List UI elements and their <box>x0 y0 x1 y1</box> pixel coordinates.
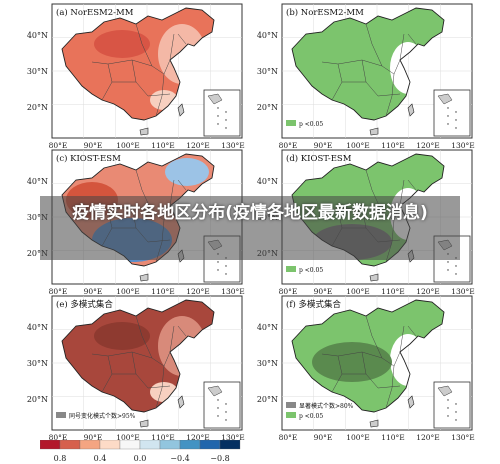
legend-entry: p <0.05 <box>299 413 323 420</box>
panel-label: (d) KIOST-ESM <box>286 153 352 164</box>
lon-tick-label: 80°E <box>279 141 298 150</box>
lon-tick-label: 130°E <box>451 287 475 296</box>
lat-tick-label: 40°N <box>257 323 278 332</box>
legend-entry: 同号变化模式个数>95% <box>69 412 136 420</box>
lon-tick-label: 80°E <box>49 141 68 150</box>
panel-label: (b) NorESM2-MM <box>286 7 364 18</box>
colorbar-segment <box>179 440 201 450</box>
lat-tick-label: 30°N <box>27 67 48 76</box>
panel-label: (a) NorESM2-MM <box>56 7 134 18</box>
lon-tick-label: 90°E <box>84 433 103 442</box>
lon-tick-label: 130°E <box>451 141 475 150</box>
lon-tick-label: 120°E <box>416 141 440 150</box>
lon-tick-label: 90°E <box>314 141 333 150</box>
lat-tick-label: 20°N <box>257 395 278 404</box>
legend-entry: p <0.05 <box>299 267 323 274</box>
legend-entry: p <0.05 <box>299 121 323 128</box>
lon-tick-label: 100°E <box>346 141 370 150</box>
colorbar-tick-label: −0.4 <box>170 454 189 463</box>
map-panel: (b) NorESM2-MM p <0.05 40°N 30°N 20°N 80°E 90°… <box>257 3 475 150</box>
panel-label: (f) 多模式集合 <box>286 299 341 310</box>
colorbar-tick-label: −0.8 <box>210 454 229 463</box>
lon-tick-label: 80°E <box>279 433 298 442</box>
lat-tick-label: 30°N <box>27 213 48 222</box>
lat-tick-label: 20°N <box>27 395 48 404</box>
lon-tick-label: 90°E <box>84 287 103 296</box>
lon-tick-label: 90°E <box>84 141 103 150</box>
lon-tick-label: 130°E <box>221 287 245 296</box>
overlay-title: 疫情实时各地区分布(疫情各地区最新数据消息) <box>72 203 428 223</box>
colorbar: 0.8 0.4 0.0 −0.4 −0.8 <box>40 440 241 463</box>
colorbar-segment <box>40 440 61 450</box>
colorbar-segment <box>119 440 141 450</box>
lon-tick-label: 100°E <box>346 287 370 296</box>
lon-tick-label: 100°E <box>116 141 140 150</box>
lon-tick-label: 80°E <box>49 287 68 296</box>
lon-tick-label: 110°E <box>151 433 175 442</box>
lon-tick-label: 120°E <box>186 287 210 296</box>
panel-label: (e) 多模式集合 <box>56 299 113 310</box>
lon-tick-label: 120°E <box>186 433 210 442</box>
lon-tick-label: 120°E <box>416 433 440 442</box>
lon-tick-label: 100°E <box>116 433 140 442</box>
lon-tick-label: 80°E <box>49 433 68 442</box>
lat-tick-label: 20°N <box>27 103 48 112</box>
lat-tick-label: 20°N <box>27 249 48 258</box>
lon-tick-label: 100°E <box>116 287 140 296</box>
colorbar-segment <box>139 440 161 450</box>
lat-tick-label: 40°N <box>27 177 48 186</box>
lat-tick-label: 40°N <box>257 31 278 40</box>
lon-tick-label: 80°E <box>279 287 298 296</box>
map-panel: (a) NorESM2-MM 40°N 30°N 20°N 80°E 90°E 100°E 1… <box>27 3 245 150</box>
lon-tick-label: 110°E <box>381 141 405 150</box>
lon-tick-label: 130°E <box>221 433 245 442</box>
colorbar-tick-label: 0.8 <box>54 454 67 463</box>
legend-entry: 显著模式个数>80% <box>299 402 354 410</box>
colorbar-tick-label: 0.0 <box>134 454 147 463</box>
lat-tick-label: 30°N <box>257 67 278 76</box>
lat-tick-label: 20°N <box>257 103 278 112</box>
colorbar-segment <box>159 440 181 450</box>
colorbar-tick-label: 0.4 <box>94 454 107 463</box>
colorbar-segment <box>99 440 121 450</box>
lat-tick-label: 40°N <box>257 177 278 186</box>
colorbar-segment <box>219 440 241 450</box>
lon-tick-label: 110°E <box>381 287 405 296</box>
lon-tick-label: 90°E <box>314 287 333 296</box>
lat-tick-label: 30°N <box>257 359 278 368</box>
lat-tick-label: 40°N <box>27 323 48 332</box>
lon-tick-label: 130°E <box>451 433 475 442</box>
lon-tick-label: 120°E <box>416 287 440 296</box>
panel-label: (c) KIOST-ESM <box>56 153 121 164</box>
colorbar-segment <box>79 440 101 450</box>
lon-tick-label: 90°E <box>314 433 333 442</box>
lon-tick-label: 120°E <box>186 141 210 150</box>
lon-tick-label: 110°E <box>151 141 175 150</box>
lat-tick-label: 30°N <box>27 359 48 368</box>
lat-tick-label: 40°N <box>27 31 48 40</box>
colorbar-segment <box>59 440 81 450</box>
lon-tick-label: 100°E <box>346 433 370 442</box>
lon-tick-label: 110°E <box>381 433 405 442</box>
colorbar-segment <box>199 440 221 450</box>
lon-tick-label: 110°E <box>151 287 175 296</box>
lon-tick-label: 130°E <box>221 141 245 150</box>
overlay-banner <box>40 196 460 260</box>
